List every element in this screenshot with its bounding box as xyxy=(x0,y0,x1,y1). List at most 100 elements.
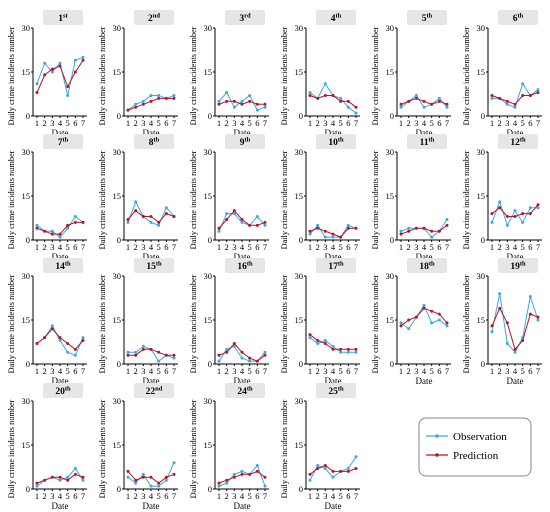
data-point-observation xyxy=(73,466,77,470)
y-tick-label: 0 xyxy=(390,235,394,245)
x-tick-label: 4 xyxy=(58,118,63,128)
data-point-observation xyxy=(225,481,229,485)
y-axis-label: Daily crime incidents number xyxy=(98,399,107,498)
y-tick-label: 30 xyxy=(295,271,304,281)
legend-box xyxy=(418,417,532,477)
x-tick-label: 7 xyxy=(263,491,267,501)
x-tick-label: 4 xyxy=(240,242,245,252)
data-point-observation xyxy=(172,461,176,465)
data-point-observation xyxy=(445,324,449,328)
data-point-observation xyxy=(354,455,358,459)
x-axis-label: Date xyxy=(507,128,524,138)
data-point-prediction xyxy=(536,315,540,319)
data-point-observation xyxy=(354,350,358,354)
data-point-prediction xyxy=(225,99,229,103)
data-point-prediction xyxy=(422,306,426,310)
data-point-prediction xyxy=(126,469,130,473)
data-point-prediction xyxy=(437,99,441,103)
x-tick-label: 5 xyxy=(248,118,252,128)
x-tick-label: 3 xyxy=(50,242,54,252)
x-tick-label: 2 xyxy=(134,118,138,128)
data-point-prediction xyxy=(490,93,494,97)
panel-title-box xyxy=(225,383,265,398)
panel-title-box xyxy=(134,383,174,398)
panel-title-box xyxy=(407,258,447,273)
y-tick-label: 30 xyxy=(22,23,31,33)
data-point-observation xyxy=(126,350,130,354)
data-point-prediction xyxy=(240,217,244,221)
data-point-observation xyxy=(240,469,244,473)
data-point-prediction xyxy=(263,220,267,224)
panel-title: 25th xyxy=(328,386,344,398)
y-tick-label: 30 xyxy=(477,271,486,281)
x-tick-label: 4 xyxy=(422,366,427,376)
data-point-prediction xyxy=(354,105,358,109)
x-tick-label: 5 xyxy=(430,118,434,128)
x-tick-label: 5 xyxy=(66,242,70,252)
data-point-prediction xyxy=(232,341,236,345)
y-tick-label: 30 xyxy=(386,23,395,33)
data-point-prediction xyxy=(521,339,525,343)
x-tick-label: 4 xyxy=(149,242,154,252)
y-axis-label: Daily crime incidents number xyxy=(280,26,289,125)
y-tick-label: 0 xyxy=(299,359,303,369)
x-tick-label: 3 xyxy=(505,242,509,252)
data-point-observation xyxy=(521,220,525,224)
data-point-observation xyxy=(141,472,145,476)
x-tick-label: 1 xyxy=(126,366,130,376)
data-point-observation xyxy=(323,82,327,86)
x-tick-label: 7 xyxy=(445,366,449,376)
x-tick-label: 7 xyxy=(81,242,85,252)
x-tick-label: 4 xyxy=(513,366,518,376)
data-point-observation xyxy=(263,350,267,354)
x-tick-label: 1 xyxy=(126,491,130,501)
y-axis-label: Daily crime incidents number xyxy=(189,274,198,373)
x-tick-label: 4 xyxy=(422,118,427,128)
data-point-observation xyxy=(66,350,70,354)
chart-panel-9: 9th 0 15 30 1 2 3 4 5 6 7 Date Daily crime incidents… xyxy=(189,134,269,262)
data-point-prediction xyxy=(308,229,312,233)
x-tick-label: 5 xyxy=(157,118,161,128)
data-point-observation xyxy=(248,93,252,97)
data-point-prediction xyxy=(323,464,327,468)
x-tick-label: 5 xyxy=(339,242,343,252)
y-tick-label: 30 xyxy=(295,23,304,33)
data-point-prediction xyxy=(126,217,130,221)
data-point-prediction xyxy=(316,96,320,100)
data-point-prediction xyxy=(521,212,525,216)
y-tick-label: 15 xyxy=(204,67,213,77)
data-point-prediction xyxy=(354,466,358,470)
x-tick-label: 2 xyxy=(407,366,411,376)
data-point-prediction xyxy=(528,93,532,97)
data-point-observation xyxy=(528,295,532,299)
x-tick-label: 5 xyxy=(157,366,161,376)
x-axis-label: Date xyxy=(52,501,69,511)
data-point-prediction xyxy=(81,339,85,343)
x-axis-label: Date xyxy=(143,376,160,386)
data-point-prediction xyxy=(346,226,350,230)
data-point-observation xyxy=(513,105,517,109)
data-point-prediction xyxy=(134,209,138,213)
panel-title: 24th xyxy=(237,386,253,398)
panel-title-box xyxy=(407,134,447,149)
data-point-prediction xyxy=(407,99,411,103)
x-tick-label: 1 xyxy=(217,242,221,252)
y-tick-label: 0 xyxy=(481,111,485,121)
panel-title: 3rd xyxy=(239,13,251,25)
x-tick-label: 2 xyxy=(134,366,138,376)
x-axis-label: Date xyxy=(52,128,69,138)
data-point-prediction xyxy=(164,475,168,479)
x-tick-label: 4 xyxy=(149,118,154,128)
data-point-prediction xyxy=(66,85,70,89)
data-point-observation xyxy=(308,91,312,95)
x-axis-label: Date xyxy=(325,501,342,511)
data-point-observation xyxy=(157,484,161,488)
panel-title: 10th xyxy=(328,137,344,149)
data-point-prediction xyxy=(339,469,343,473)
x-tick-label: 7 xyxy=(354,242,358,252)
x-axis-label: Date xyxy=(325,128,342,138)
x-tick-label: 5 xyxy=(339,491,343,501)
x-tick-label: 2 xyxy=(498,118,502,128)
data-point-observation xyxy=(316,223,320,227)
